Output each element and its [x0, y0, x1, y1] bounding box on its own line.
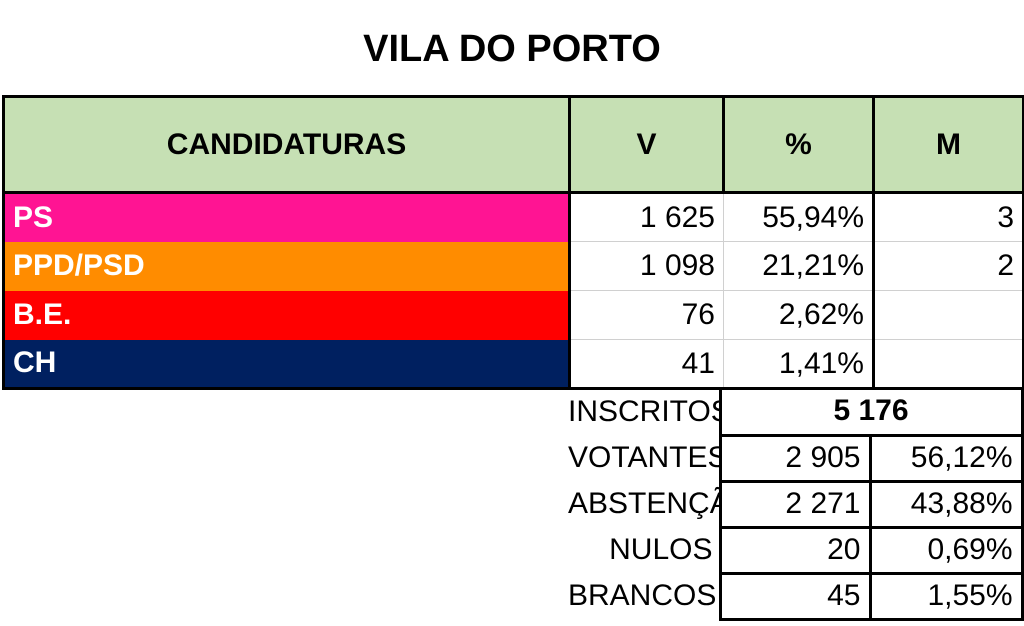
inscritos-value: 5 176	[720, 389, 1024, 437]
party-mandates	[873, 339, 1024, 390]
party-votes: 1 098	[568, 241, 724, 291]
summary-row-abstencao: ABSTENÇÃO 2 271 43,88%	[2, 481, 1024, 529]
party-percent: 55,94%	[723, 192, 875, 242]
results-header-row: CANDIDATURAS V % M	[2, 95, 1024, 194]
party-votes: 1 625	[568, 192, 724, 242]
party-votes: 76	[568, 290, 724, 340]
abstencao-label: ABSTENÇÃO	[568, 481, 722, 527]
abstencao-percent: 43,88%	[870, 481, 1024, 529]
summary-row-nulos: NULOS 20 0,69%	[2, 527, 1024, 575]
abstencao-value: 2 271	[720, 481, 872, 529]
brancos-percent: 1,55%	[870, 573, 1024, 621]
brancos-value: 45	[720, 573, 872, 621]
header-candidaturas: CANDIDATURAS	[2, 95, 571, 194]
nulos-value: 20	[720, 527, 872, 575]
brancos-label: BRANCOS	[568, 573, 722, 619]
party-mandates: 3	[873, 192, 1024, 242]
nulos-percent: 0,69%	[870, 527, 1024, 575]
party-mandates	[873, 290, 1024, 340]
party-percent: 21,21%	[723, 241, 875, 291]
party-row-be: B.E. 76 2,62%	[2, 290, 1024, 340]
votantes-label: VOTANTES	[568, 435, 722, 481]
nulos-label: NULOS	[568, 527, 722, 573]
party-votes: 41	[568, 339, 724, 390]
header-votes: V	[568, 95, 725, 194]
summary-row-inscritos: INSCRITOS 5 176	[2, 389, 1024, 437]
page-title: VILA DO PORTO	[363, 28, 661, 70]
party-row-ppd-psd: PPD/PSD 1 098 21,21% 2	[2, 241, 1024, 291]
party-percent: 2,62%	[723, 290, 875, 340]
header-percent: %	[722, 95, 875, 194]
party-name: B.E.	[2, 290, 570, 340]
summary-row-votantes: VOTANTES 2 905 56,12%	[2, 435, 1024, 483]
votantes-value: 2 905	[720, 435, 872, 483]
summary-row-brancos: BRANCOS 45 1,55%	[2, 573, 1024, 621]
party-mandates: 2	[873, 241, 1024, 291]
summary-table: INSCRITOS 5 176 VOTANTES 2 905 56,12% AB…	[2, 389, 1024, 621]
party-name: PS	[2, 192, 570, 242]
party-percent: 1,41%	[723, 339, 875, 390]
party-name: PPD/PSD	[2, 241, 570, 291]
party-row-ps: PS 1 625 55,94% 3	[2, 192, 1024, 242]
inscritos-label: INSCRITOS	[568, 389, 722, 435]
results-table: CANDIDATURAS V % M PS 1 625 55,94% 3 PPD…	[2, 95, 1024, 390]
party-name: CH	[2, 339, 570, 390]
header-mandates: M	[872, 95, 1024, 194]
party-row-ch: CH 41 1,41%	[2, 339, 1024, 390]
votantes-percent: 56,12%	[870, 435, 1024, 483]
